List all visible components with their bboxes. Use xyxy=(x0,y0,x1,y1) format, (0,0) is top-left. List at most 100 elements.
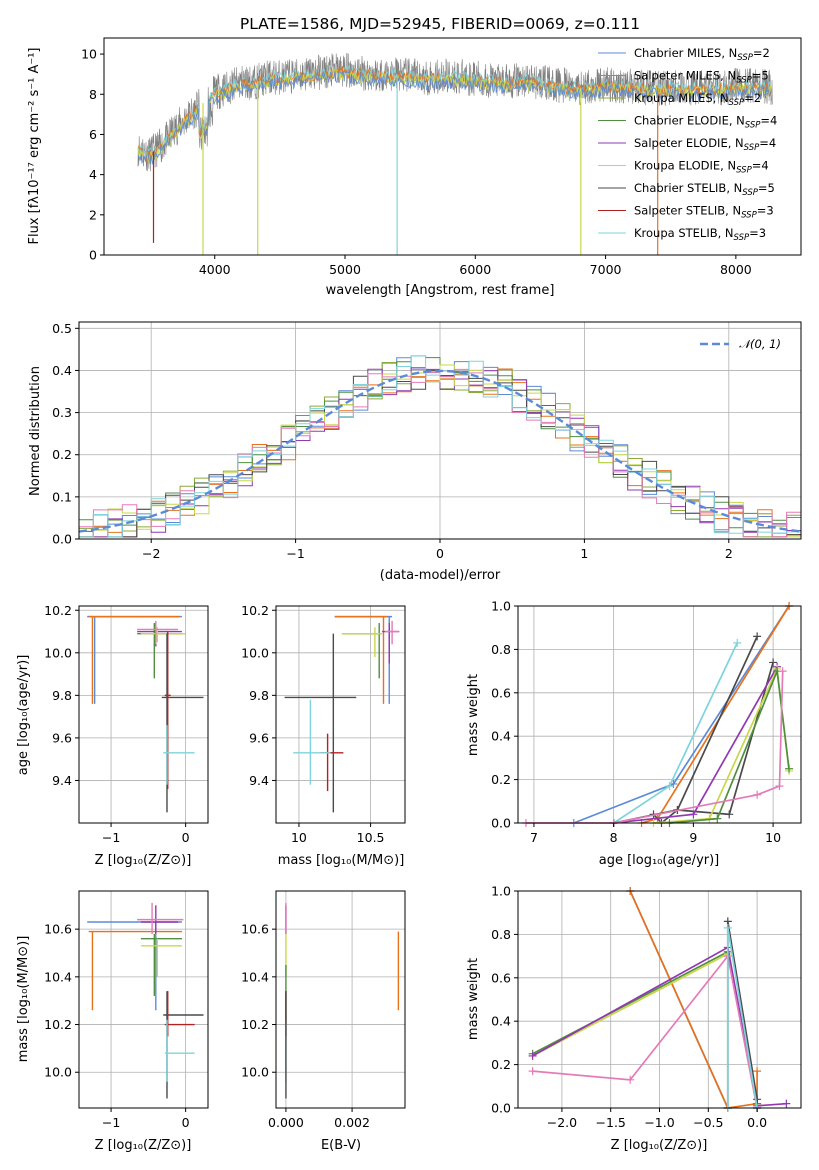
weight-marker xyxy=(782,1099,791,1108)
y-tick-label: 0.2 xyxy=(52,447,72,462)
y-tick-label: 10.4 xyxy=(241,969,269,984)
x-tick-label: 10 xyxy=(291,830,307,845)
y-tick-label: 9.4 xyxy=(249,773,269,788)
residuals-legend: 𝒩(0, 1) xyxy=(700,337,781,351)
y-tick-label: 6 xyxy=(89,127,97,142)
y-tick-label: 10.2 xyxy=(44,603,72,618)
mass-vs-metallicity-xlabel: Z [log₁₀(Z/Z⊙)] xyxy=(95,1138,192,1153)
weight-marker xyxy=(753,632,762,641)
y-tick-label: 0.8 xyxy=(491,642,511,657)
weight-marker xyxy=(753,790,762,799)
weight-marker xyxy=(753,1067,762,1076)
weight-marker xyxy=(725,810,734,819)
weight-line xyxy=(532,952,758,1109)
x-tick-label: 0 xyxy=(436,546,444,561)
y-tick-label: 0.6 xyxy=(491,970,511,985)
y-tick-label: 10.2 xyxy=(44,1017,72,1032)
legend-label: Salpeter ELODIE, NSSP=4 xyxy=(634,136,776,153)
legend-label: Salpeter STELIB, NSSP=3 xyxy=(634,204,774,221)
x-tick-label: −2 xyxy=(142,546,160,561)
legend-count: =3 xyxy=(749,226,766,240)
y-tick-label: 10.4 xyxy=(44,969,72,984)
y-tick-label: 0.5 xyxy=(52,321,72,336)
x-tick-label: −1 xyxy=(286,546,304,561)
weight-marker xyxy=(626,1075,635,1084)
weight-marker xyxy=(778,667,787,676)
legend-subscript: SSP xyxy=(745,121,761,131)
legend-count: =3 xyxy=(757,204,774,218)
weight-marker xyxy=(723,923,732,932)
residuals-ylabel: Normed distribution xyxy=(28,366,43,496)
age-vs-metallicity-panel: −1 0 9.4 9.6 9.8 10.0 10.2 Z [log₁₀(Z/Z⊙)] age… xyxy=(16,603,209,868)
y-tick-label: 0.0 xyxy=(491,816,511,831)
x-tick-label: 7000 xyxy=(590,262,622,277)
y-tick-label: 0.4 xyxy=(52,363,72,378)
y-tick-label: 1.0 xyxy=(491,599,511,614)
x-tick-label: 0 xyxy=(182,830,190,845)
y-tick-label: 9.4 xyxy=(52,773,72,788)
x-tick-label: −1.0 xyxy=(644,1115,674,1130)
spectrum-traces xyxy=(137,52,773,255)
x-tick-label: 10 xyxy=(765,830,781,845)
weight-marker xyxy=(689,810,698,819)
y-tick-label: 8 xyxy=(89,87,97,102)
normal-distribution-curve xyxy=(79,369,801,533)
x-tick-label: 0 xyxy=(182,1115,190,1130)
residuals-panel: −2 −1 0 1 2 0.0 0.1 0.2 0.3 0.4 0.5 (data-model)/e… xyxy=(28,321,802,583)
x-tick-label: 0.0 xyxy=(747,1115,767,1130)
y-tick-label: 0.2 xyxy=(491,1057,511,1072)
y-tick-label: 0.3 xyxy=(52,405,72,420)
weight-marker xyxy=(785,764,794,773)
weight-line xyxy=(726,927,758,1109)
y-tick-label: 0.6 xyxy=(491,685,511,700)
weight-line xyxy=(652,662,774,825)
weight-marker xyxy=(713,814,722,823)
weight-marker xyxy=(528,1051,537,1060)
weight-marker xyxy=(528,1067,537,1076)
x-tick-label: −1 xyxy=(102,1115,120,1130)
legend-subscript: SSP xyxy=(736,166,752,176)
legend-subscript: SSP xyxy=(742,188,758,198)
weight-marker xyxy=(733,638,742,647)
mass-vs-extinction-xlabel: E(B-V) xyxy=(321,1138,361,1153)
weight-vs-metallicity-xlabel: Z [log₁₀(Z/Z⊙)] xyxy=(611,1138,708,1153)
y-tick-label: 9.6 xyxy=(52,730,72,745)
x-tick-label: 0.000 xyxy=(268,1115,304,1130)
spectrum-title: PLATE=1586, MJD=52945, FIBERID=0069, z=0… xyxy=(240,15,640,33)
y-tick-label: 10.0 xyxy=(241,645,269,660)
x-tick-label: −2.0 xyxy=(547,1115,577,1130)
y-tick-label: 10.6 xyxy=(44,922,72,937)
age-vs-mass-xlabel: mass [log₁₀(M/M⊙)] xyxy=(278,853,405,868)
legend-label: Salpeter MILES, NSSP=5 xyxy=(634,69,769,86)
weight-series xyxy=(521,602,794,827)
y-tick-label: 0.4 xyxy=(491,729,511,744)
x-tick-label: 4000 xyxy=(199,262,231,277)
legend-count: =5 xyxy=(758,181,775,195)
weight-line xyxy=(669,667,790,824)
y-tick-label: 10.0 xyxy=(44,1065,72,1080)
weight-marker xyxy=(665,782,674,791)
legend-subscript: SSP xyxy=(737,53,753,63)
legend-count: =4 xyxy=(752,159,769,173)
mass-vs-extinction-panel: 0.000 0.002 10.0 10.2 10.4 10.6 E(B-V) xyxy=(241,890,406,1153)
legend-subscript: SSP xyxy=(736,76,752,86)
y-tick-label: 10.0 xyxy=(44,645,72,660)
x-tick-label: 8 xyxy=(610,830,618,845)
weight-line xyxy=(526,671,784,824)
weight-marker xyxy=(775,782,784,791)
weight-line xyxy=(532,954,758,1109)
legend-subscript: SSP xyxy=(734,233,750,243)
weight-line xyxy=(629,890,758,1109)
x-tick-label: −1 xyxy=(102,830,120,845)
age-vs-metallicity-xlabel: Z [log₁₀(Z/Z⊙)] xyxy=(95,853,192,868)
y-tick-label: 9.6 xyxy=(249,730,269,745)
y-tick-label: 9.8 xyxy=(52,688,72,703)
x-tick-label: 10.5 xyxy=(357,830,385,845)
weight-vs-age-panel: 7 8 9 10 0.0 0.2 0.4 0.6 0.8 1.0 age [log₁₀(age/y… xyxy=(466,599,802,868)
legend-label: Kroupa STELIB, NSSP=3 xyxy=(634,226,766,243)
y-tick-label: 0.0 xyxy=(491,1101,511,1116)
legend-label: Chabrier MILES, NSSP=2 xyxy=(634,46,770,63)
legend-subscript: SSP xyxy=(744,143,760,153)
weight-line xyxy=(613,666,778,824)
y-tick-label: 0.2 xyxy=(491,772,511,787)
